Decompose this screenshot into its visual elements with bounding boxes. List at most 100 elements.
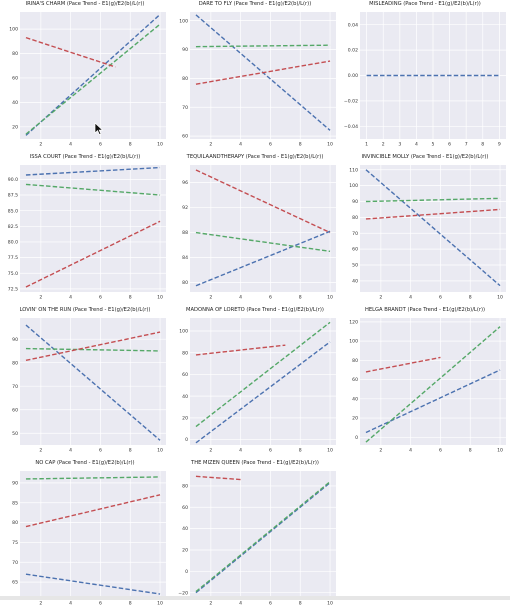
y-tick-label: 40 <box>352 278 358 284</box>
x-tick-label: 8 <box>299 142 302 148</box>
plot-area <box>190 12 336 139</box>
x-tick-label: 8 <box>299 448 302 454</box>
chart-svg: 2 4 6 8 10 40 50 60 70 80 90 100 110 <box>349 165 506 301</box>
y-tick-label: 0.00 <box>348 73 358 79</box>
x-tick-label: 2 <box>209 295 212 301</box>
y-tick-label: 50 <box>352 263 358 269</box>
x-tick-label: 1 <box>365 142 368 148</box>
x-tick-label: 6 <box>269 601 272 607</box>
x-tick-label: 6 <box>99 295 102 301</box>
series-line-blue <box>365 169 501 287</box>
chart-title: LOVIN' ON THE RUN (Pace Trend - E1(g)/E2… <box>19 307 151 313</box>
mouse-cursor-icon <box>94 122 104 136</box>
x-tick-label: 2 <box>39 295 42 301</box>
y-tick-label: 0.04 <box>348 22 358 28</box>
x-tick-label: 4 <box>69 295 72 301</box>
y-tick-label: −0.02 <box>344 99 358 105</box>
y-tick-label: 70 <box>12 560 18 566</box>
x-tick-label: 8 <box>481 142 484 148</box>
y-tick-label: 77.5 <box>8 255 18 261</box>
series-line-green <box>365 197 501 203</box>
chart-title: MADONNA OF LORETO (Pace Trend - E1(g)/E2… <box>186 307 324 313</box>
y-tick-label: 70 <box>182 105 188 111</box>
y-tick-label: 40 <box>182 526 188 532</box>
y-tick-label: −0.04 <box>344 124 358 130</box>
chart-panel: NO CAP (Pace Trend - E1(g)/E2(b)/L(r)) 2 4… <box>1 460 169 610</box>
bottom-scroll-bar[interactable] <box>0 596 510 600</box>
x-tick-label: 10 <box>327 448 333 454</box>
y-tick-label: 80 <box>12 360 18 366</box>
series-line-red <box>365 356 441 373</box>
series-line-red <box>195 60 331 85</box>
y-tick-label: 110 <box>349 167 358 173</box>
x-tick-label: 6 <box>439 295 442 301</box>
y-tick-label: 60 <box>182 372 188 378</box>
series-line-green <box>25 347 161 352</box>
x-tick-label: 4 <box>239 295 242 301</box>
x-tick-label: 4 <box>239 601 242 607</box>
y-tick-label: 60 <box>352 377 358 383</box>
x-tick-label: 8 <box>299 295 302 301</box>
series-line-red <box>25 494 161 528</box>
y-tick-label: 80 <box>182 350 188 356</box>
series-line-blue <box>195 341 331 444</box>
y-tick-label: 100 <box>179 18 188 24</box>
x-tick-label: 2 <box>209 142 212 148</box>
chart-title: ISSA COURT (Pace Trend - E1(g)/E2(b)/L(r… <box>29 154 141 160</box>
x-tick-label: 10 <box>327 601 333 607</box>
x-tick-label: 8 <box>299 601 302 607</box>
x-tick-label: 10 <box>497 448 503 454</box>
chart-panel: MADONNA OF LORETO (Pace Trend - E1(g)/E2… <box>171 307 339 457</box>
x-tick-label: 4 <box>409 448 412 454</box>
y-tick-label: 75 <box>12 540 18 546</box>
x-tick-label: 4 <box>69 448 72 454</box>
chart-panel: THE MIZEN QUEEN (Pace Trend - E1(g)/E2(b… <box>171 460 339 610</box>
y-tick-label: 0 <box>185 437 188 443</box>
y-tick-label: 40 <box>12 100 18 106</box>
x-tick-label: 7 <box>465 142 468 148</box>
plot-area <box>20 471 166 598</box>
x-tick-label: 4 <box>409 295 412 301</box>
plot-area <box>190 165 336 292</box>
series-line-blue <box>25 573 161 595</box>
x-tick-label: 8 <box>129 295 132 301</box>
x-tick-label: 6 <box>448 142 451 148</box>
series-line-red <box>25 331 161 362</box>
chart-svg: 2 4 6 8 10 −20 0 20 40 60 80 <box>178 471 336 607</box>
y-tick-label: 70 <box>352 231 358 237</box>
plot-area <box>190 318 336 445</box>
y-tick-label: 80 <box>12 51 18 57</box>
y-tick-label: 20 <box>12 124 18 130</box>
chart-title: NO CAP (Pace Trend - E1(g)/E2(b)/L(r)) <box>35 460 135 466</box>
y-tick-label: 90 <box>12 337 18 343</box>
y-tick-label: 100 <box>349 183 358 189</box>
series-line-green <box>365 326 501 443</box>
y-tick-label: 90 <box>12 481 18 487</box>
y-tick-label: 60 <box>182 505 188 511</box>
x-tick-label: 2 <box>209 601 212 607</box>
series-line-blue <box>195 230 331 287</box>
x-tick-label: 2 <box>382 142 385 148</box>
x-tick-label: 6 <box>99 142 102 148</box>
y-tick-label: 80 <box>182 280 188 286</box>
series-line-green <box>195 321 331 428</box>
series-line-blue <box>195 482 331 594</box>
series-line-red <box>365 208 501 220</box>
chart-svg: 2 4 6 8 10 65 70 75 80 85 90 <box>12 471 166 607</box>
x-tick-label: 10 <box>157 142 163 148</box>
y-tick-label: 85.0 <box>8 208 18 214</box>
y-tick-label: 40 <box>352 396 358 402</box>
y-tick-label: 84 <box>182 255 188 261</box>
y-tick-label: 50 <box>12 431 18 437</box>
x-tick-label: 8 <box>129 448 132 454</box>
x-tick-label: 6 <box>99 601 102 607</box>
x-tick-label: 4 <box>239 448 242 454</box>
chart-svg: 2 4 6 8 10 80 84 88 92 96 <box>182 165 336 301</box>
y-tick-label: 90 <box>352 199 358 205</box>
series-line-blue <box>365 369 501 434</box>
y-tick-label: 0.02 <box>348 48 358 54</box>
x-tick-label: 2 <box>39 601 42 607</box>
y-tick-label: 20 <box>182 548 188 554</box>
